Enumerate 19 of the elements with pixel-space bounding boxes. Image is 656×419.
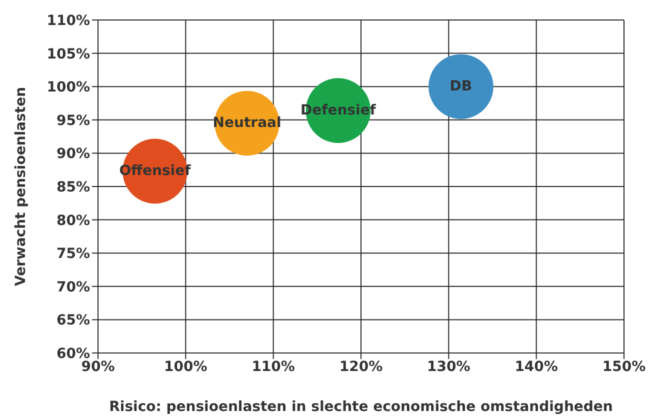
y-tick-label: 90% <box>56 146 90 162</box>
x-tick-label: 110% <box>252 358 295 375</box>
x-tick-label: 140% <box>514 358 558 375</box>
y-axis-title: Verwacht pensioenlasten <box>12 86 29 286</box>
y-tick-label: 85% <box>56 179 90 196</box>
y-tick-label: 100% <box>46 80 90 96</box>
y-tick-label: 65% <box>56 312 90 329</box>
y-tick-label: 105% <box>46 46 90 62</box>
x-tick-label: 100% <box>164 358 208 375</box>
y-tick-label: 80% <box>56 212 90 229</box>
x-tick-label: 150% <box>602 358 646 375</box>
y-tick-label: 75% <box>56 246 90 262</box>
x-tick-label: 120% <box>339 358 383 375</box>
y-tick-label: 70% <box>56 279 90 296</box>
y-tick-label: 95% <box>56 112 90 129</box>
y-tick-label: 110% <box>46 12 90 29</box>
x-tick-label: 130% <box>427 358 470 375</box>
series-label: DB <box>450 78 472 95</box>
x-axis-title: Risico: pensioenlasten in slechte economische omstandigheden <box>109 399 613 415</box>
